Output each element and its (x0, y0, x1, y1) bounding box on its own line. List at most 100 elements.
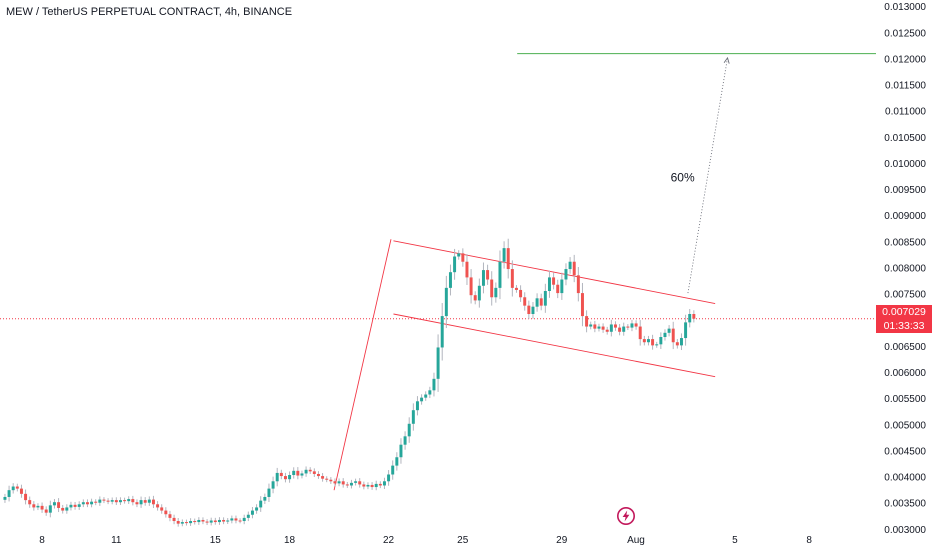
candle-body (638, 326, 642, 340)
candle-body (300, 473, 304, 476)
candle-up (374, 480, 378, 491)
candle-body (176, 521, 180, 524)
candle-body (52, 502, 56, 506)
candle-up (498, 250, 502, 300)
candle-down (345, 481, 349, 488)
candle-body (663, 332, 667, 338)
candle-body (510, 269, 514, 288)
candle-body (585, 316, 589, 327)
candle-up (481, 262, 485, 294)
candle-up (440, 303, 444, 361)
candle-body (61, 507, 65, 511)
candle-body (382, 481, 386, 486)
candle-body (259, 500, 263, 508)
candle-down (585, 310, 589, 333)
candle-body (283, 476, 287, 480)
candle-up (679, 333, 683, 351)
candle-body (387, 474, 391, 482)
candle-up (118, 497, 122, 506)
candle-down (19, 484, 23, 498)
y-tick-label: 0.003000 (884, 525, 926, 536)
candle-body (11, 486, 15, 491)
candle-up (411, 403, 415, 431)
candle-body (626, 326, 630, 328)
candle-body (490, 279, 494, 298)
candle-down (85, 499, 89, 508)
candle-body (457, 253, 461, 257)
candle-up (69, 501, 73, 511)
candle-body (135, 502, 139, 505)
y-tick-label: 0.005500 (884, 394, 926, 405)
candle-body (189, 521, 193, 524)
candle-up (292, 467, 296, 479)
channel-upper-line (393, 240, 716, 304)
candle-up (349, 479, 353, 489)
candle-body (36, 505, 40, 508)
candle-up (688, 308, 692, 328)
candle-up (622, 322, 626, 336)
candle-up (494, 282, 498, 303)
candle-body (688, 314, 692, 323)
y-tick-label: 0.007500 (884, 290, 926, 301)
candle-down (44, 506, 48, 516)
candle-body (296, 470, 300, 476)
candle-down (325, 476, 329, 483)
candle-up (300, 470, 304, 479)
y-tick-label: 0.010000 (884, 159, 926, 170)
candle-body (465, 261, 469, 278)
x-tick-label: 8 (806, 535, 812, 546)
candle-down (613, 321, 617, 331)
time-axis[interactable]: 8 11 15 18 22 25 29 Aug 5 8 (39, 535, 812, 546)
candle-up (395, 452, 399, 471)
candle-body (477, 285, 481, 301)
candle-body (531, 306, 535, 315)
candle-up (457, 250, 461, 260)
x-tick-label: 11 (111, 535, 122, 546)
candle-down (296, 467, 300, 480)
candle-down (651, 334, 655, 350)
candle-down (94, 499, 98, 506)
candle-body (106, 500, 110, 502)
price-axis[interactable]: 0.013000 0.012500 0.012000 0.011500 0.011000… (884, 2, 926, 536)
candle-down (321, 473, 325, 482)
candle-body (147, 499, 151, 503)
candles-layer (3, 238, 696, 527)
candle-down (514, 285, 518, 293)
y-tick-label: 0.008000 (884, 264, 926, 275)
candle-down (552, 272, 556, 290)
candle-up (48, 500, 52, 518)
candle-body (651, 339, 655, 346)
candle-body (391, 465, 395, 475)
lightning-icon[interactable] (616, 506, 636, 526)
candle-body (255, 507, 259, 511)
candle-body (440, 316, 444, 348)
candle-body (15, 486, 19, 489)
candle-body (609, 324, 613, 332)
candle-body (547, 277, 551, 292)
candle-down (168, 510, 172, 522)
candle-up (275, 467, 279, 487)
candle-up (7, 485, 11, 502)
candle-up (77, 501, 81, 510)
candle-up (11, 483, 15, 494)
candle-down (358, 478, 362, 488)
candle-body (634, 323, 638, 327)
candle-body (226, 520, 230, 522)
candle-down (102, 497, 106, 504)
candle-body (349, 482, 353, 486)
candle-up (399, 438, 403, 464)
candle-down (156, 501, 160, 511)
candle-body (395, 457, 399, 466)
candle-up (535, 293, 539, 312)
candle-down (312, 468, 316, 477)
candle-body (7, 490, 11, 497)
candle-down (123, 497, 127, 504)
y-tick-label: 0.012000 (884, 54, 926, 65)
candle-up (209, 517, 213, 526)
candle-body (321, 476, 325, 479)
candle-body (453, 256, 457, 273)
x-tick-label: 5 (732, 535, 738, 546)
y-tick-label: 0.010500 (884, 133, 926, 144)
candle-up (453, 248, 457, 280)
